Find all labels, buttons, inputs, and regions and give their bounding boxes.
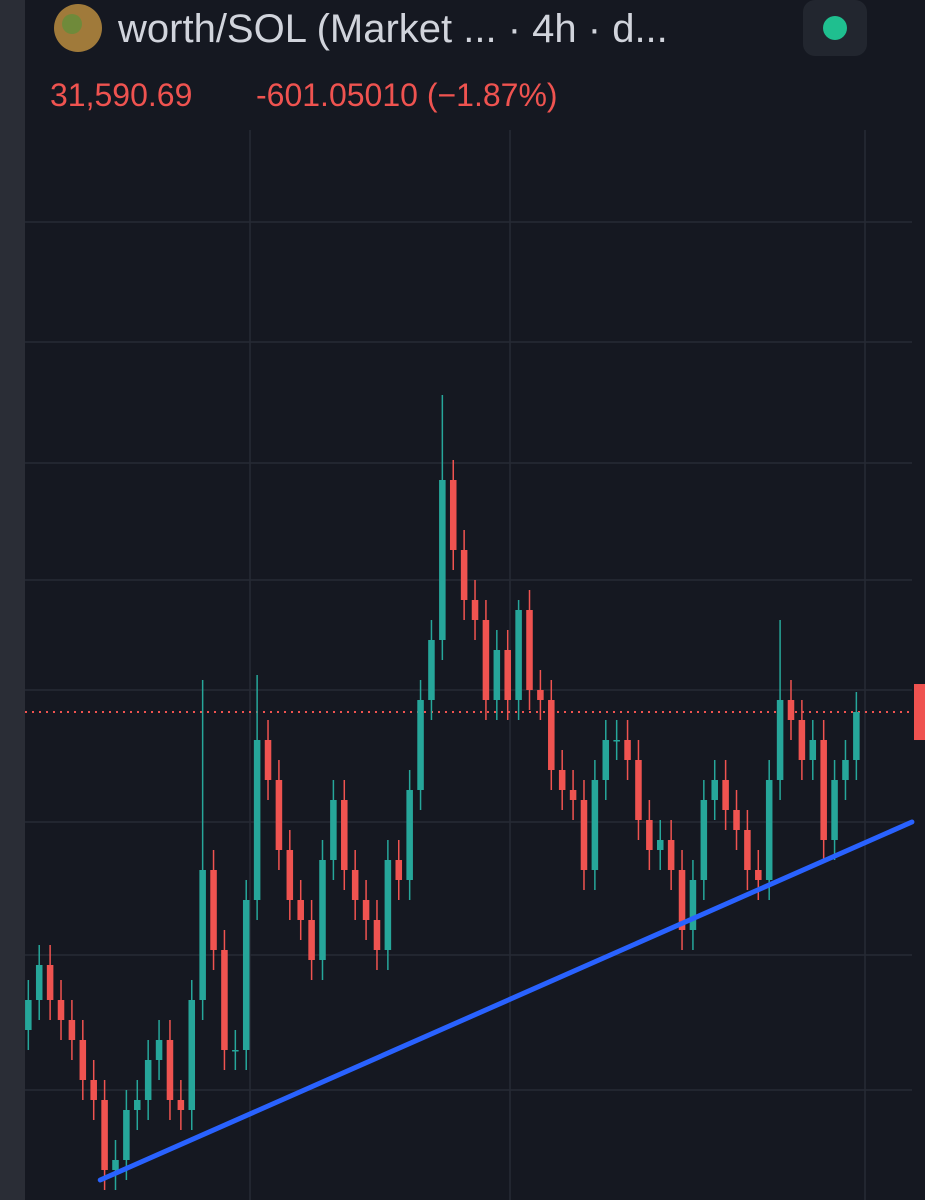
candle-body [308,920,315,960]
candle-body [68,1020,76,1040]
candle-body [79,1040,87,1080]
candle-body [842,760,849,780]
candle-body [624,740,631,760]
candle-body [722,780,729,810]
symbol-title[interactable]: worth/SOL (Market ... · 4h · d... [117,7,668,51]
candle-body [776,700,784,780]
candle-body [177,1100,185,1110]
avatar-detail [62,14,82,34]
candle-body [439,480,446,640]
candle-body [232,1050,239,1052]
candle-body [155,1040,163,1060]
candle-body [733,810,740,830]
candle-body [656,840,664,850]
candle-body [755,870,762,880]
status-dot [823,16,847,40]
candle-body [25,1000,32,1030]
candle-body [373,920,381,950]
candle-body [667,840,675,870]
candle-body [253,740,261,900]
candle-body [297,900,304,920]
candle-body [46,965,54,1000]
candle-body [428,640,435,700]
candle-body [395,860,403,880]
candle-body [188,1000,196,1110]
last-price-marker [914,684,925,741]
candle-body [569,790,577,800]
candle-body [493,650,501,700]
left-strip [0,0,25,1200]
candle-body [482,620,490,700]
candle-body [319,860,326,960]
candle-body [602,740,610,780]
candle-body [351,870,359,900]
candle-body [635,760,642,820]
candle-body [144,1060,152,1100]
candle-body [853,712,860,760]
candle-body [123,1110,130,1160]
candle-body [406,790,413,880]
candle-body [787,700,795,720]
candle-body [166,1040,174,1100]
candle-body [613,740,620,742]
candle-body [798,720,806,760]
candle-body [537,690,544,700]
candle-body [90,1080,97,1100]
candle-body [275,780,283,850]
candle-body [526,610,533,690]
candle-body [221,950,228,1050]
candle-body [700,800,708,880]
last-price: 31,590.69 [50,77,192,113]
candle-body [264,740,272,780]
candle-body [471,600,479,620]
candle-body [646,820,653,850]
candle-body [678,870,686,930]
candle-body [831,780,838,840]
candle-body [580,800,588,870]
candle-body [35,965,43,1000]
candle-body [101,1100,108,1170]
candle-body [711,780,718,800]
candle-body [210,870,217,950]
candle-body [449,480,457,550]
candle-body [341,800,348,870]
candle-body [809,740,817,760]
candle-body [820,740,827,840]
candle-body [460,550,468,600]
trendline [97,819,915,1183]
candle-body [765,780,773,880]
candle-body [199,870,206,1000]
candle-body [286,850,294,900]
candle-body [57,1000,65,1020]
candle-body [330,800,337,860]
candle-body [384,860,392,950]
candle-body [112,1160,119,1170]
candle-body [242,900,250,1050]
candle-body [689,880,697,930]
candle-body [558,770,566,790]
candle-body [591,780,599,870]
candle-body [362,900,370,920]
candle-body [744,830,751,870]
candle-body [417,700,424,790]
candle-body [134,1100,141,1110]
price-change: -601.05010 (−1.87%) [256,77,558,113]
candle-body [515,610,522,700]
candle-body [504,650,511,700]
candle-body [548,700,555,770]
